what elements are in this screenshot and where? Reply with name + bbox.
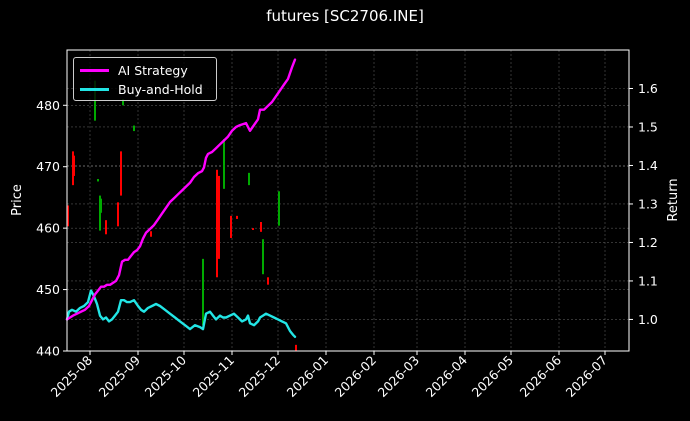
y2-axis-label: Return: [666, 178, 681, 221]
x-tick-label: 2025-09: [96, 352, 144, 400]
candle: [133, 125, 135, 132]
candle: [120, 151, 122, 196]
legend-label: AI Strategy: [118, 62, 188, 78]
candle: [267, 277, 269, 285]
chart-title: futures [SC2706.INE]: [266, 7, 424, 25]
candle: [218, 175, 220, 259]
y-tick-label: 450: [36, 282, 60, 297]
right-y-axis: 1.0 1.1 1.2 1.3 1.4 1.5 1.6: [629, 81, 658, 327]
x-tick-label: 2026-07: [563, 353, 611, 401]
y2-tick-label: 1.2: [638, 235, 658, 250]
left-y-axis: 440 450 460 470 480: [36, 98, 67, 359]
candle: [100, 198, 102, 213]
legend: AI Strategy Buy-and-Hold: [73, 57, 217, 101]
legend-item-ai-strategy: AI Strategy: [80, 61, 188, 79]
candle: [248, 172, 250, 186]
x-tick-label: 2025-11: [190, 353, 238, 401]
candle: [295, 344, 297, 351]
ai-strategy-swatch-icon: [80, 68, 109, 72]
legend-label: Buy-and-Hold: [118, 81, 203, 97]
y-tick-label: 460: [36, 221, 60, 236]
candle: [236, 215, 238, 219]
y-tick-label: 470: [36, 159, 60, 174]
candle: [260, 222, 262, 232]
axes-frame: [66, 49, 630, 352]
x-tick-label: 2026-01: [284, 353, 332, 401]
candle: [223, 139, 225, 189]
x-tick-label: 2026-05: [469, 353, 517, 401]
x-tick-label: 2026-06: [517, 352, 565, 400]
legend-item-buy-and-hold: Buy-and-Hold: [80, 80, 203, 98]
x-tick-label: 2025-08: [48, 352, 96, 400]
candle: [262, 239, 264, 275]
candle: [230, 215, 232, 238]
ai-strategy-line: [65, 58, 297, 321]
y2-tick-label: 1.5: [638, 119, 658, 134]
y-tick-label: 480: [36, 98, 60, 113]
x-tick-label: 2026-04: [423, 352, 471, 400]
x-tick-label: 2026-02: [332, 353, 380, 401]
y-axis-label: Price: [10, 184, 25, 216]
y2-tick-label: 1.3: [638, 196, 658, 211]
candle: [122, 99, 124, 106]
candle: [67, 205, 69, 227]
y2-tick-label: 1.1: [638, 273, 658, 288]
y2-tick-label: 1.6: [638, 81, 658, 96]
x-tick-label: 2025-10: [142, 352, 190, 400]
y2-tick-label: 1.0: [638, 312, 658, 327]
x-tick-label: 2026-03: [375, 353, 423, 401]
candle: [99, 195, 101, 231]
x-tick-label: 2025-12: [236, 353, 284, 401]
candlesticks: [67, 80, 297, 351]
y-tick-label: 440: [36, 344, 60, 359]
series-lines: [65, 58, 297, 338]
candle: [216, 169, 218, 278]
candle: [73, 155, 75, 176]
candle: [278, 191, 280, 226]
candle: [202, 258, 204, 326]
candle: [97, 179, 99, 182]
candle: [150, 231, 152, 237]
buy-and-hold-swatch-icon: [80, 87, 109, 91]
y2-tick-label: 1.4: [638, 158, 658, 173]
candle: [105, 220, 107, 235]
buy-and-hold-line: [65, 289, 297, 338]
candle: [252, 228, 254, 230]
candle: [117, 202, 119, 227]
